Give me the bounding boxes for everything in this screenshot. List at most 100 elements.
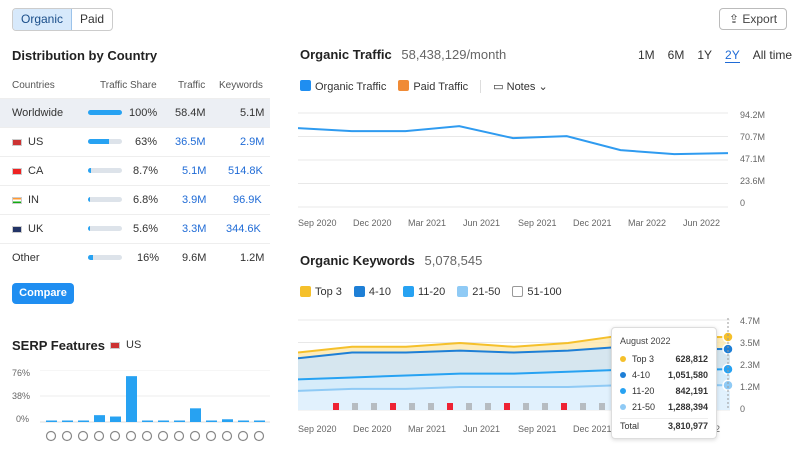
keywords-link[interactable]: 344.6K (226, 223, 261, 235)
legend-top3[interactable]: Top 3 (300, 285, 342, 298)
compare-button[interactable]: Compare (12, 283, 74, 304)
series-point-0 (722, 331, 734, 343)
tooltip-label: Total (620, 421, 640, 431)
us-flag-icon (110, 341, 120, 349)
serp-marker-icon (447, 403, 453, 410)
serp-marker-icon (390, 403, 396, 410)
share-value: 8.7% (133, 165, 159, 177)
tooltip-row: 4-10 1,051,580 (620, 370, 708, 384)
serp-marker-icon (485, 403, 491, 410)
legend-organic[interactable]: Organic Traffic (300, 80, 386, 93)
legend-label: 11-20 (417, 286, 446, 298)
country-name: Worldwide (12, 107, 64, 119)
table-row[interactable]: Other 16% 9.6M 1.2M (0, 243, 270, 272)
share-bar (88, 226, 122, 231)
serp-marker-icon (428, 403, 434, 410)
traffic-value: 9.6M (182, 252, 207, 264)
share-value: 100% (129, 107, 158, 119)
notes-dropdown[interactable]: ▭ Notes ⌄ (480, 80, 548, 93)
paid-tab[interactable]: Paid (80, 12, 105, 26)
serp-bar (238, 420, 249, 422)
keywords-link[interactable]: 514.8K (228, 165, 263, 177)
col-share: Traffic Share (100, 80, 157, 91)
tooltip-label: 11-20 (632, 386, 655, 396)
keywords-link[interactable]: 2.9M (240, 136, 265, 148)
serp-marker-icon (561, 403, 567, 410)
serp-bar (110, 416, 121, 422)
traffic-ytick: 23.6M (740, 176, 766, 186)
serp-marker-icon (580, 403, 586, 410)
country-name: UK (28, 223, 44, 235)
notes-label: Notes (506, 81, 536, 93)
serp-bar (78, 420, 89, 422)
keywords-yaxis: 4.7M 3.5M 2.3M 1.2M 0 (740, 316, 780, 416)
legend-label: 4-10 (368, 286, 391, 298)
traffic-link[interactable]: 3.3M (182, 223, 207, 235)
legend-paid[interactable]: Paid Traffic (398, 80, 468, 93)
serp-marker-icon (504, 403, 510, 410)
tooltip-label: Top 3 (632, 354, 655, 364)
serp-feature-icon (189, 430, 201, 442)
serp-chart (40, 370, 270, 442)
legend-label: 51-100 (527, 286, 562, 298)
legend-51-100[interactable]: 51-100 (512, 285, 562, 298)
range-2y[interactable]: 2Y (725, 48, 740, 63)
legend-label: 21-50 (472, 286, 501, 298)
traffic-xtick: Dec 2021 (573, 218, 612, 228)
serp-bar (158, 420, 169, 422)
share-value: 63% (135, 136, 158, 148)
keywords-value: 5.1M (240, 107, 265, 119)
keywords-xtick: Dec 2020 (353, 424, 392, 434)
table-row[interactable]: CA 8.7% 5.1M 514.8K (0, 156, 270, 185)
keywords-xtick: Jun 2021 (463, 424, 501, 434)
col-keywords: Keywords (219, 80, 263, 91)
legend-21-50[interactable]: 21-50 (457, 285, 501, 298)
legend-4-10[interactable]: 4-10 (353, 285, 391, 298)
share-value: 5.6% (133, 223, 159, 235)
keywords-value: 5,078,545 (424, 253, 483, 268)
traffic-ytick: 47.1M (740, 154, 766, 164)
uk-flag-icon (12, 225, 22, 233)
serp-ytick: 76% (12, 368, 31, 378)
tooltip-label: 4-10 (632, 370, 651, 380)
traffic-link[interactable]: 3.9M (182, 194, 207, 206)
share-bar (88, 197, 122, 202)
share-value: 6.8% (133, 194, 159, 206)
range-6m[interactable]: 6M (667, 48, 685, 62)
range-1m[interactable]: 1M (638, 48, 655, 62)
keywords-xtick: Sep 2020 (298, 424, 337, 434)
serp-region[interactable]: US (110, 339, 141, 351)
traffic-link[interactable]: 5.1M (182, 165, 207, 177)
country-name: IN (28, 194, 39, 206)
traffic-link[interactable]: 36.5M (175, 136, 206, 148)
organic-tab[interactable]: Organic (13, 9, 73, 30)
legend-label: Top 3 (315, 286, 342, 298)
traffic-xtick: Jun 2021 (463, 218, 501, 228)
keywords-link[interactable]: 96.9K (233, 194, 262, 206)
checkbox-icon (512, 285, 524, 297)
serp-bar (46, 420, 57, 422)
table-row[interactable]: IN 6.8% 3.9M 96.9K (0, 185, 270, 214)
serp-feature-icon (125, 430, 137, 442)
serp-bar (190, 408, 201, 422)
table-row[interactable]: Worldwide 100% 58.4M 5.1M (0, 98, 270, 127)
serp-marker-icon (409, 403, 415, 410)
range-all-time[interactable]: All time (752, 48, 793, 62)
serp-marker-icon (466, 403, 472, 410)
table-row[interactable]: US 63% 36.5M 2.9M (0, 127, 270, 156)
serp-region-label: US (126, 339, 142, 351)
keywords-ytick: 4.7M (740, 316, 761, 326)
legend-11-20[interactable]: 11-20 (402, 285, 446, 298)
serp-bar (222, 419, 233, 422)
export-button[interactable]: ⇪ Export (719, 8, 787, 30)
country-name: US (28, 136, 44, 148)
traffic-ytick: 70.7M (740, 132, 766, 142)
share-bar (88, 255, 122, 260)
tooltip-row: 21-50 1,288,394 (620, 402, 708, 416)
range-1y[interactable]: 1Y (697, 48, 713, 62)
table-row[interactable]: UK 5.6% 3.3M 344.6K (0, 214, 270, 243)
serp-title: SERP Features (12, 338, 105, 353)
traffic-title: Organic Traffic (300, 47, 392, 62)
share-bar (88, 139, 122, 144)
keywords-ytick: 0 (740, 404, 746, 414)
